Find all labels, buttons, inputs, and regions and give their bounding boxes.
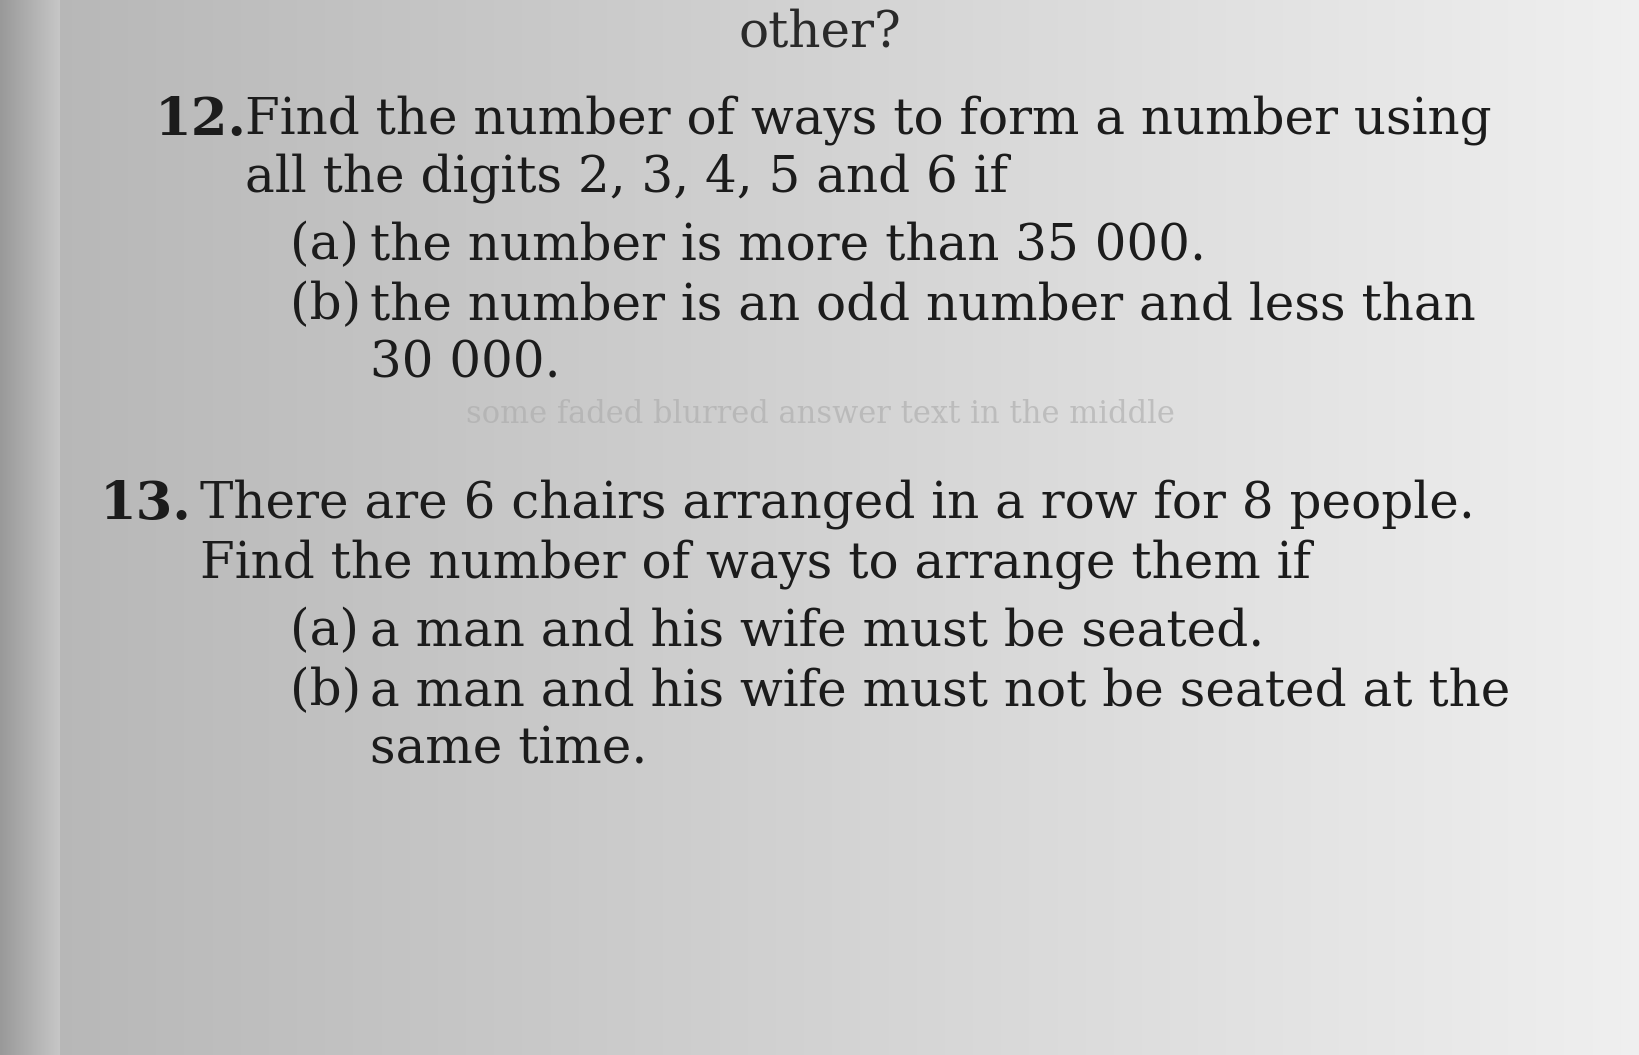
Text: all the digits 2, 3, 4, 5 and 6 if: all the digits 2, 3, 4, 5 and 6 if — [244, 153, 1008, 203]
Text: (b): (b) — [290, 667, 361, 716]
Text: (a): (a) — [290, 607, 359, 656]
Text: the number is an odd number and less than: the number is an odd number and less tha… — [370, 281, 1475, 330]
Text: 30 000.: 30 000. — [370, 339, 561, 388]
Text: a man and his wife must be seated.: a man and his wife must be seated. — [370, 607, 1264, 656]
Text: 12.: 12. — [156, 95, 247, 146]
Text: (a): (a) — [290, 220, 359, 270]
Text: a man and his wife must not be seated at the: a man and his wife must not be seated at… — [370, 667, 1510, 716]
Text: other?: other? — [738, 8, 901, 57]
Text: There are 6 chairs arranged in a row for 8 people.: There are 6 chairs arranged in a row for… — [200, 479, 1473, 529]
Text: the number is more than 35 000.: the number is more than 35 000. — [370, 220, 1205, 270]
Text: 13.: 13. — [100, 479, 192, 530]
Text: some faded blurred answer text in the middle: some faded blurred answer text in the mi… — [465, 399, 1174, 430]
Text: Find the number of ways to form a number using: Find the number of ways to form a number… — [244, 95, 1491, 145]
Text: same time.: same time. — [370, 725, 647, 774]
Text: Find the number of ways to arrange them if: Find the number of ways to arrange them … — [200, 539, 1310, 589]
Text: (b): (b) — [290, 281, 361, 330]
